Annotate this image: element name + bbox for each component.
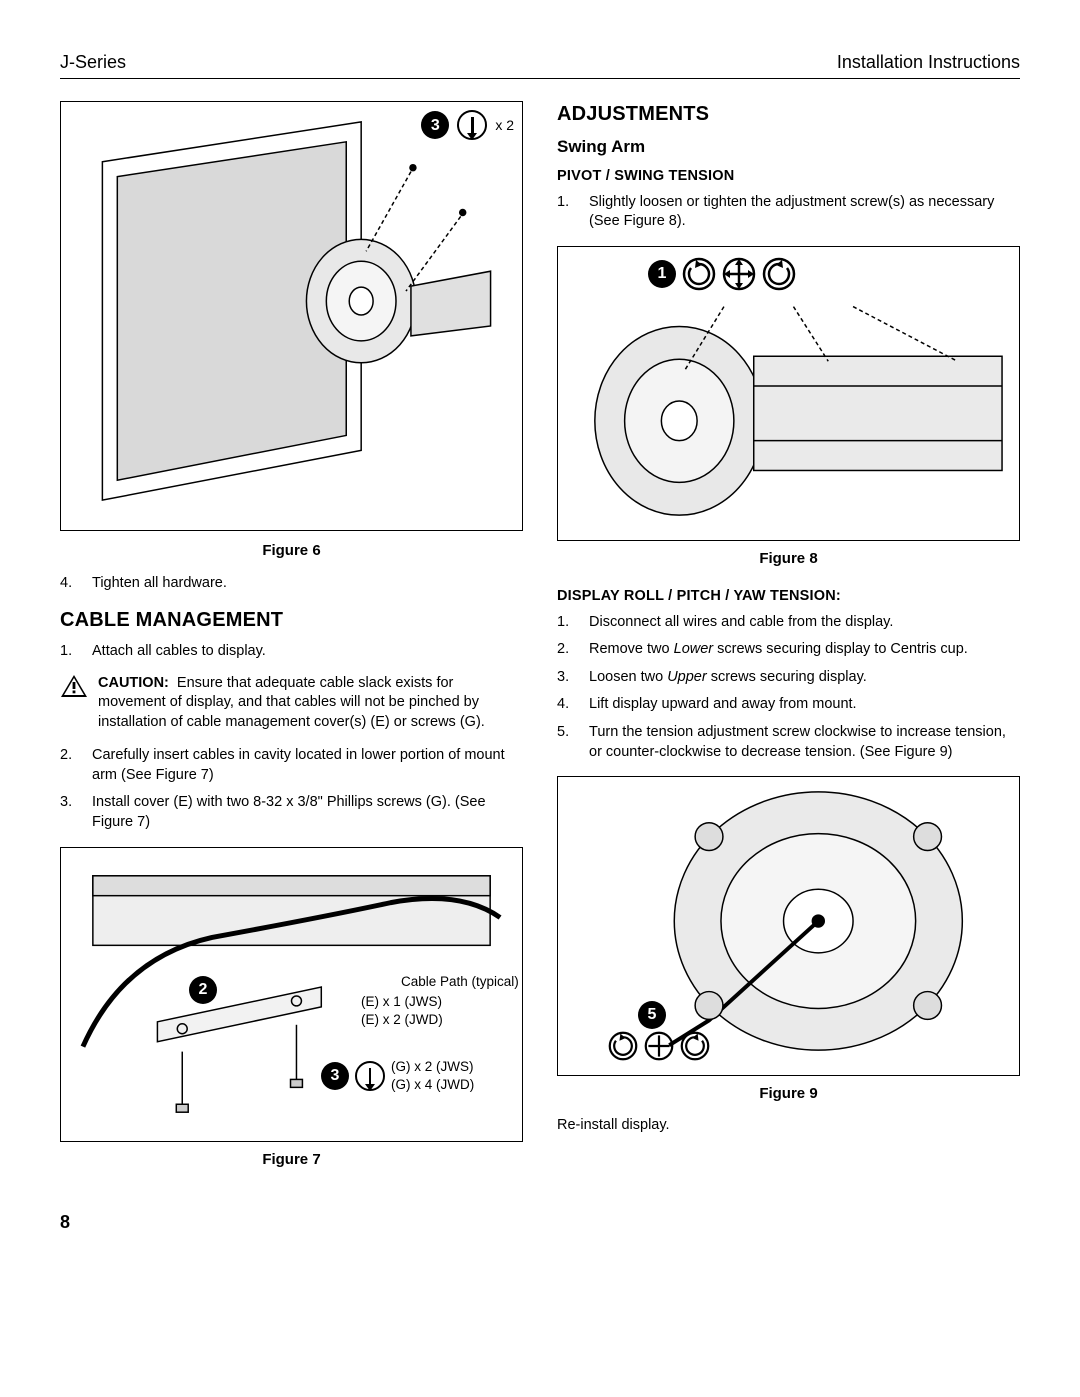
page-number: 8 (60, 1210, 1020, 1234)
caution-text: CAUTION: Ensure that adequate cable slac… (98, 674, 523, 733)
text-prefix: Remove two (589, 641, 674, 657)
text-suffix: screws securing display to Centris cup. (713, 641, 968, 657)
left-column: 3 x 2 Figure 6 4. Tighten all hardware. … (60, 101, 523, 1182)
warning-icon (60, 674, 88, 698)
list-item: 1. Disconnect all wires and cable from t… (557, 613, 1020, 633)
step-text: Slightly loosen or tighten the adjustmen… (589, 193, 1020, 232)
step-number: 1. (60, 642, 78, 662)
list-item: 1. Attach all cables to display. (60, 642, 523, 662)
fig7-badge-2: 2 (189, 976, 217, 1004)
step-number: 2. (60, 746, 78, 785)
crosshair-icon (644, 1031, 674, 1061)
pivot-tension-heading: PIVOT / SWING TENSION (557, 167, 1020, 187)
screw-count: x 2 (495, 116, 514, 135)
step-number: 1. (557, 193, 575, 232)
fig7-badge-3-row: 3 (G) x 2 (JWS) (G) x 4 (JWD) (321, 1058, 474, 1094)
rotate-ccw-icon (608, 1031, 638, 1061)
screwdriver-icon (457, 110, 487, 140)
rotate-cw-icon (762, 257, 796, 291)
figure-9: 5 (557, 776, 1020, 1076)
screwdriver-icon (355, 1061, 385, 1091)
figure-8: 1 (557, 246, 1020, 541)
roll-pitch-yaw-heading: DISPLAY ROLL / PITCH / YAW TENSION: (557, 587, 1020, 607)
caution-label: CAUTION: (98, 675, 169, 691)
cable-management-heading: CABLE MANAGEMENT (60, 607, 523, 634)
figure-6: 3 x 2 (60, 101, 523, 531)
step-badge-1: 1 (648, 260, 676, 288)
step-badge-2: 2 (189, 976, 217, 1004)
fig7-e-labels: Cable Path (typical) (E) x 1 (JWS) (E) x… (361, 973, 519, 1030)
step-text: Tighten all hardware. (92, 574, 227, 594)
list-item: 3. Loosen two Upper screws securing disp… (557, 668, 1020, 688)
step-number: 4. (557, 695, 575, 715)
step-number: 4. (60, 574, 78, 594)
header-right: Installation Instructions (837, 50, 1020, 74)
list-item: 1. Slightly loosen or tighten the adjust… (557, 193, 1020, 232)
e2-label: (E) x 2 (JWD) (361, 1011, 443, 1029)
right-column: ADJUSTMENTS Swing Arm PIVOT / SWING TENS… (557, 101, 1020, 1182)
rotate-cw-icon (680, 1031, 710, 1061)
fig7-g-labels: (G) x 2 (JWS) (G) x 4 (JWD) (391, 1058, 474, 1094)
pivot-steps: 1. Slightly loosen or tighten the adjust… (557, 193, 1020, 232)
figure-9-caption: Figure 9 (557, 1084, 1020, 1104)
step-number: 1. (557, 613, 575, 633)
list-item: 2. Remove two Lower screws securing disp… (557, 640, 1020, 660)
step-number: 5. (557, 723, 575, 762)
rotate-ccw-icon (682, 257, 716, 291)
step-text: Remove two Lower screws securing display… (589, 640, 968, 660)
figure-7-caption: Figure 7 (60, 1150, 523, 1170)
two-column-layout: 3 x 2 Figure 6 4. Tighten all hardware. … (60, 101, 1020, 1182)
list-item: 5. Turn the tension adjustment screw clo… (557, 723, 1020, 762)
step-badge-5: 5 (638, 1001, 666, 1029)
text-italic: Upper (667, 669, 707, 685)
fig9-badge: 5 (638, 1001, 666, 1029)
text-suffix: screws securing display. (707, 669, 867, 685)
swing-arm-heading: Swing Arm (557, 136, 1020, 159)
fig9-callout (608, 1031, 710, 1061)
caution-block: CAUTION: Ensure that adequate cable slac… (60, 674, 523, 733)
page-header: J-Series Installation Instructions (60, 50, 1020, 79)
step-number: 3. (557, 668, 575, 688)
g2-label: (G) x 4 (JWD) (391, 1076, 474, 1094)
list-item: 4. Tighten all hardware. (60, 574, 523, 594)
step-text: Lift display upward and away from mount. (589, 695, 857, 715)
fig8-callout: 1 (648, 257, 796, 291)
figure-7: 2 Cable Path (typical) (E) x 1 (JWS) (E)… (60, 847, 523, 1142)
e1-label: (E) x 1 (JWS) (361, 993, 442, 1011)
text-italic: Lower (674, 641, 714, 657)
cable-path-label: Cable Path (typical) (401, 973, 519, 991)
list-item: 4. Lift display upward and away from mou… (557, 695, 1020, 715)
crosshair-icon (722, 257, 756, 291)
step-badge-3: 3 (421, 111, 449, 139)
text-prefix: Loosen two (589, 669, 667, 685)
figure-6-drawing (61, 102, 522, 530)
step-text: Disconnect all wires and cable from the … (589, 613, 893, 633)
cable-step-1: 1. Attach all cables to display. (60, 642, 523, 662)
list-item: 3. Install cover (E) with two 8-32 x 3/8… (60, 793, 523, 832)
reinstall-text: Re-install display. (557, 1116, 1020, 1136)
step-text: Turn the tension adjustment screw clockw… (589, 723, 1020, 762)
tighten-step: 4. Tighten all hardware. (60, 574, 523, 594)
cable-steps-2-3: 2. Carefully insert cables in cavity loc… (60, 746, 523, 832)
adjustments-heading: ADJUSTMENTS (557, 101, 1020, 128)
step-number: 2. (557, 640, 575, 660)
list-item: 2. Carefully insert cables in cavity loc… (60, 746, 523, 785)
step-number: 3. (60, 793, 78, 832)
roll-steps: 1. Disconnect all wires and cable from t… (557, 613, 1020, 762)
figure-6-callout: 3 x 2 (421, 110, 514, 140)
step-badge-3b: 3 (321, 1062, 349, 1090)
g1-label: (G) x 2 (JWS) (391, 1058, 474, 1076)
step-text: Carefully insert cables in cavity locate… (92, 746, 523, 785)
step-text: Attach all cables to display. (92, 642, 266, 662)
header-left: J-Series (60, 50, 126, 74)
figure-8-caption: Figure 8 (557, 549, 1020, 569)
step-text: Install cover (E) with two 8-32 x 3/8" P… (92, 793, 523, 832)
step-text: Loosen two Upper screws securing display… (589, 668, 867, 688)
figure-6-caption: Figure 6 (60, 541, 523, 561)
